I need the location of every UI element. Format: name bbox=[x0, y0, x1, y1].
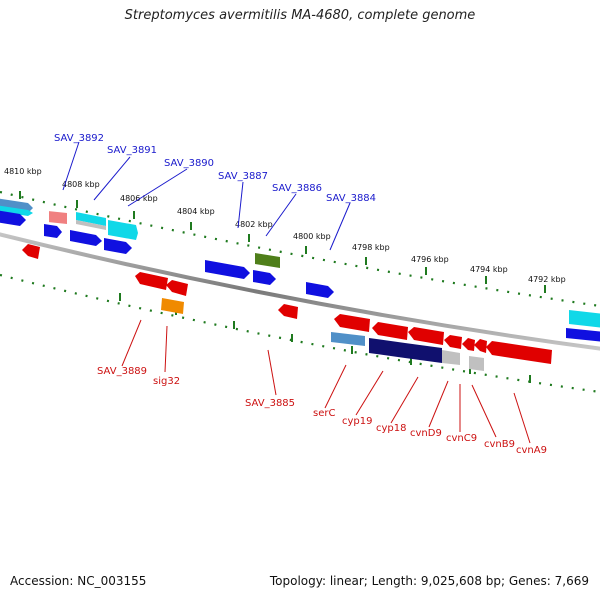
gene-label[interactable]: SAV_3889 bbox=[97, 366, 147, 377]
gene-reverse[interactable] bbox=[405, 343, 442, 363]
kbp-label: 4792 kbp bbox=[528, 275, 566, 284]
gene-reverse[interactable] bbox=[469, 356, 484, 371]
gene-forward[interactable] bbox=[255, 253, 280, 268]
gene-reverse[interactable] bbox=[166, 280, 188, 296]
gene-reverse[interactable] bbox=[331, 332, 365, 346]
kbp-labels: 4810 kbp 4808 kbp 4806 kbp 4804 kbp 4802… bbox=[4, 167, 566, 284]
gene-forward[interactable] bbox=[0, 210, 26, 226]
kbp-label: 4806 kbp bbox=[120, 194, 158, 203]
reverse-scale-track bbox=[0, 273, 600, 394]
gene-label[interactable]: cyp19 bbox=[342, 416, 373, 427]
gene-forward[interactable] bbox=[104, 238, 132, 254]
gene-label[interactable]: sig32 bbox=[153, 376, 180, 387]
gene-label[interactable]: cvnA9 bbox=[516, 445, 547, 456]
gene-label[interactable]: SAV_3891 bbox=[107, 145, 157, 156]
gene-label[interactable]: SAV_3884 bbox=[326, 193, 376, 204]
reverse-callouts bbox=[121, 319, 531, 444]
gene-label[interactable]: SAV_3887 bbox=[218, 171, 268, 182]
forward-gene-labels: SAV_3892 SAV_3891 SAV_3890 SAV_3887 SAV_… bbox=[54, 133, 376, 204]
gene-reverse[interactable] bbox=[442, 350, 460, 365]
gene-reverse[interactable] bbox=[334, 314, 370, 332]
forward-callouts bbox=[62, 141, 351, 251]
gene-forward[interactable] bbox=[76, 212, 106, 226]
gene-forward[interactable] bbox=[108, 220, 138, 240]
topology-text: Topology: linear; Length: 9,025,608 bp; … bbox=[269, 574, 589, 588]
reverse-genes bbox=[22, 244, 552, 371]
gene-reverse[interactable] bbox=[135, 272, 168, 290]
kbp-label: 4804 kbp bbox=[177, 207, 215, 216]
kbp-label: 4794 kbp bbox=[470, 265, 508, 274]
gene-forward[interactable] bbox=[306, 282, 334, 298]
gene-reverse[interactable] bbox=[486, 341, 552, 364]
gene-reverse[interactable] bbox=[408, 327, 444, 345]
reverse-gene-labels: SAV_3889 sig32 SAV_3885 serC cyp19 cyp18… bbox=[97, 366, 547, 456]
gene-forward[interactable] bbox=[566, 328, 600, 342]
kbp-label: 4796 kbp bbox=[411, 255, 449, 264]
gene-label[interactable]: cvnB9 bbox=[484, 439, 515, 450]
genome-backbone bbox=[0, 232, 600, 351]
gene-reverse[interactable] bbox=[372, 322, 408, 340]
gene-reverse[interactable] bbox=[462, 338, 475, 351]
gene-label[interactable]: serC bbox=[313, 408, 335, 419]
gene-label[interactable]: SAV_3892 bbox=[54, 133, 104, 144]
kbp-label: 4798 kbp bbox=[352, 243, 390, 252]
gene-forward[interactable] bbox=[253, 270, 276, 285]
gene-reverse[interactable] bbox=[444, 335, 462, 349]
forward-genes bbox=[0, 198, 600, 342]
forward-scale-track bbox=[0, 190, 600, 308]
gene-label[interactable]: SAV_3885 bbox=[245, 398, 295, 409]
gene-reverse[interactable] bbox=[369, 338, 405, 358]
gene-label[interactable]: cvnC9 bbox=[446, 433, 477, 444]
gene-label[interactable]: cyp18 bbox=[376, 423, 407, 434]
kbp-label: 4800 kbp bbox=[293, 232, 331, 241]
gene-reverse[interactable] bbox=[278, 304, 298, 319]
gene-forward[interactable] bbox=[76, 220, 106, 230]
gene-reverse[interactable] bbox=[22, 244, 40, 259]
gene-forward[interactable] bbox=[70, 230, 102, 246]
forward-major-ticks bbox=[19, 191, 546, 293]
gene-label[interactable]: SAV_3890 bbox=[164, 158, 214, 169]
kbp-label: 4802 kbp bbox=[235, 220, 273, 229]
gene-forward[interactable] bbox=[569, 310, 600, 328]
gene-forward[interactable] bbox=[49, 211, 67, 225]
accession-text: Accession: NC_003155 bbox=[10, 574, 147, 588]
map-title: Streptomyces avermitilis MA-4680, comple… bbox=[124, 8, 476, 23]
gene-reverse[interactable] bbox=[161, 298, 184, 314]
gene-forward[interactable] bbox=[0, 205, 33, 216]
gene-forward[interactable] bbox=[44, 224, 62, 238]
kbp-label: 4810 kbp bbox=[4, 167, 42, 176]
gene-forward[interactable] bbox=[205, 260, 250, 279]
kbp-label: 4808 kbp bbox=[62, 180, 100, 189]
gene-reverse[interactable] bbox=[474, 339, 487, 353]
gene-label[interactable]: SAV_3886 bbox=[272, 183, 322, 194]
gene-label[interactable]: cvnD9 bbox=[410, 428, 442, 439]
